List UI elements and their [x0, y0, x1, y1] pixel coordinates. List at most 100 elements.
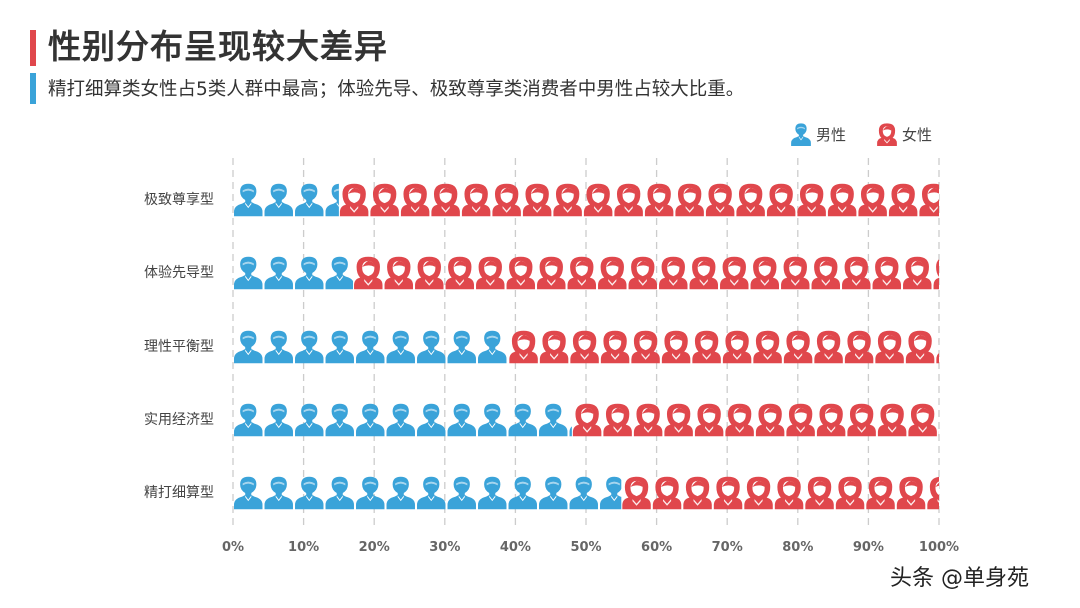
female-bar-segment — [572, 403, 997, 437]
female-person-icon — [783, 330, 813, 364]
female-person-icon — [872, 256, 902, 290]
male-person-icon — [356, 476, 385, 510]
female-person-icon — [969, 404, 997, 437]
female-person-icon — [598, 256, 627, 290]
category-label: 实用经济型 — [144, 412, 214, 428]
female-person-icon — [786, 403, 815, 437]
female-person-icon — [522, 183, 552, 217]
male-person-icon — [386, 403, 415, 437]
male-person-icon — [295, 330, 324, 364]
x-tick-label: 80% — [782, 540, 813, 555]
female-person-icon — [400, 183, 430, 217]
female-person-icon — [652, 476, 682, 510]
male-person-icon — [264, 403, 293, 437]
female-person-icon — [705, 183, 735, 217]
subtitle-accent-blue — [30, 73, 36, 104]
male-person-icon — [325, 330, 354, 364]
female-person-icon — [370, 183, 399, 217]
female-person-icon — [537, 256, 566, 290]
male-person-icon — [295, 403, 324, 437]
legend-label-male: 男性 — [816, 125, 847, 144]
female-person-icon — [694, 403, 724, 437]
female-person-icon — [950, 184, 978, 217]
female-person-icon — [431, 183, 460, 217]
male-person-icon — [264, 256, 293, 290]
category-label: 极致尊享型 — [144, 191, 214, 208]
male-person-icon — [234, 476, 263, 510]
x-tick-label: 40% — [500, 540, 531, 555]
female-person-icon — [661, 330, 691, 364]
x-tick-label: 100% — [919, 540, 959, 555]
female-person-icon — [384, 256, 414, 290]
female-person-icon — [506, 256, 536, 290]
female-person-icon — [842, 256, 871, 290]
male-person-icon — [791, 123, 811, 146]
male-bar-segment — [234, 403, 572, 437]
female-person-icon — [445, 256, 475, 290]
legend-label-female: 女性 — [902, 125, 933, 144]
female-person-icon — [875, 330, 904, 364]
x-tick-label: 90% — [853, 540, 884, 555]
female-person-icon — [720, 256, 749, 290]
female-person-icon — [583, 183, 613, 217]
female-person-icon — [644, 183, 674, 217]
female-person-icon — [628, 256, 658, 290]
male-person-icon — [325, 476, 354, 510]
x-tick-label: 10% — [288, 540, 319, 555]
female-person-icon — [744, 476, 773, 510]
female-person-icon — [567, 256, 597, 290]
female-person-icon — [866, 476, 895, 510]
female-person-icon — [766, 183, 796, 217]
male-person-icon — [234, 330, 263, 364]
title-accent-red — [30, 30, 36, 66]
female-person-icon — [713, 476, 743, 510]
female-person-icon — [964, 257, 992, 290]
female-person-icon — [572, 403, 602, 437]
female-person-icon — [675, 183, 704, 217]
category-label: 理性平衡型 — [144, 339, 214, 355]
female-person-icon — [896, 476, 926, 510]
x-tick-label: 0% — [222, 540, 244, 555]
male-person-icon — [508, 403, 537, 437]
female-person-icon — [689, 256, 719, 290]
female-person-icon — [835, 476, 865, 510]
male-person-icon — [417, 330, 446, 364]
male-person-icon — [386, 330, 415, 364]
female-person-icon — [622, 476, 651, 510]
female-person-icon — [509, 330, 538, 364]
male-person-icon — [325, 256, 354, 290]
male-person-icon — [478, 330, 507, 364]
female-person-icon — [877, 403, 907, 437]
female-person-icon — [905, 330, 935, 364]
female-person-icon — [797, 183, 826, 217]
female-person-icon — [725, 403, 754, 437]
female-person-icon — [664, 403, 693, 437]
female-person-icon — [339, 183, 369, 217]
male-person-icon — [234, 256, 263, 290]
legend-item-female: 女性 — [876, 122, 932, 146]
chart-legend: 男性 女性 — [790, 121, 932, 147]
female-person-icon — [570, 330, 599, 364]
female-person-icon — [814, 330, 843, 364]
male-bar-segment — [234, 476, 622, 510]
female-person-icon — [811, 256, 841, 290]
male-person-icon — [447, 476, 476, 510]
female-person-icon — [692, 330, 721, 364]
page-subtitle: 精打细算类女性占5类人群中最高；体验先导、极致尊享类消费者中男性占较大比重。 — [48, 79, 745, 100]
female-person-icon — [476, 256, 505, 290]
female-person-icon — [903, 256, 932, 290]
male-person-icon — [569, 476, 598, 510]
female-person-icon — [736, 183, 765, 217]
male-person-icon — [325, 403, 354, 437]
legend-item-male: 男性 — [790, 122, 846, 146]
female-person-icon — [781, 256, 810, 290]
male-person-icon — [264, 183, 293, 217]
male-person-icon — [264, 330, 293, 364]
female-person-icon — [492, 183, 521, 217]
female-person-icon — [958, 477, 986, 510]
male-person-icon — [386, 476, 415, 510]
category-label: 体验先导型 — [144, 265, 214, 281]
female-person-icon — [933, 256, 939, 290]
category-label: 精打细算型 — [144, 484, 214, 501]
